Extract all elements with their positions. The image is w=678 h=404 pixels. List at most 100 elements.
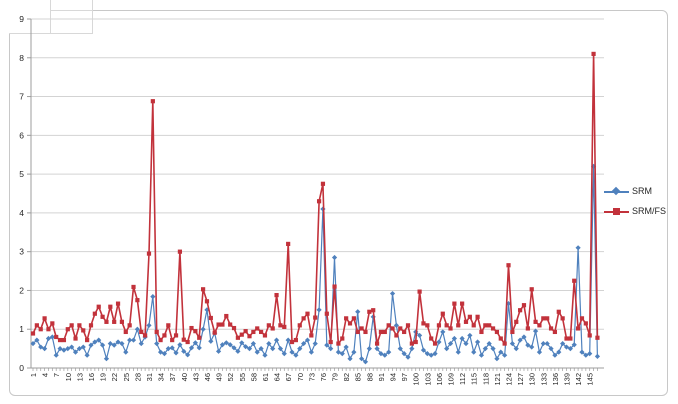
- legend-item-srm[interactable]: SRM: [604, 181, 666, 201]
- data-point-marker: [428, 352, 434, 358]
- data-point-marker: [216, 322, 221, 327]
- data-point-marker: [486, 340, 492, 347]
- data-point-marker: [451, 335, 457, 342]
- data-point-marker: [138, 340, 144, 347]
- data-point-marker: [509, 340, 515, 347]
- data-point-marker: [467, 314, 472, 319]
- legend-label-srm: SRM: [632, 186, 652, 196]
- data-point-marker: [305, 311, 310, 316]
- data-point-marker: [506, 263, 511, 268]
- data-point-marker: [38, 327, 43, 332]
- data-point-marker: [540, 340, 546, 347]
- data-point-marker: [556, 309, 561, 314]
- data-point-marker: [313, 315, 318, 320]
- data-point-marker: [328, 339, 333, 345]
- data-point-marker: [235, 335, 240, 340]
- data-point-marker: [107, 340, 113, 347]
- data-point-marker: [560, 340, 566, 347]
- data-point-marker: [127, 323, 132, 328]
- data-point-marker: [471, 323, 476, 328]
- svg-text:22: 22: [110, 373, 119, 381]
- data-point-marker: [579, 349, 585, 355]
- data-point-marker: [273, 337, 280, 343]
- data-point-marker: [204, 299, 210, 304]
- data-point-marker: [246, 346, 253, 352]
- data-point-marker: [134, 326, 140, 332]
- data-point-marker: [344, 316, 349, 321]
- data-point-marker: [332, 284, 337, 289]
- svg-text:76: 76: [319, 373, 328, 381]
- data-point-marker: [277, 346, 284, 352]
- data-point-marker: [135, 298, 140, 303]
- data-point-marker: [119, 319, 125, 324]
- svg-text:73: 73: [307, 373, 316, 381]
- data-point-marker: [563, 344, 570, 350]
- data-point-marker: [262, 352, 268, 358]
- data-point-marker: [197, 335, 202, 340]
- data-point-marker: [331, 254, 338, 261]
- data-point-marker: [463, 340, 469, 347]
- data-point-marker: [355, 329, 360, 335]
- data-point-marker: [208, 315, 213, 321]
- data-point-marker: [541, 316, 546, 321]
- data-point-marker: [49, 334, 55, 340]
- data-point-marker: [393, 322, 400, 328]
- svg-text:112: 112: [458, 373, 467, 385]
- data-point-marker: [401, 351, 407, 357]
- data-point-marker: [254, 349, 260, 355]
- svg-text:145: 145: [586, 373, 595, 386]
- data-point-marker: [521, 334, 527, 340]
- data-point-marker: [85, 337, 90, 343]
- data-point-marker: [571, 342, 577, 348]
- svg-text:58: 58: [249, 373, 258, 381]
- data-point-marker: [478, 352, 485, 358]
- data-point-marker: [397, 346, 403, 352]
- svg-text:121: 121: [493, 373, 502, 386]
- legend-item-srm-fs[interactable]: SRM/FS: [604, 201, 666, 221]
- data-point-marker: [243, 329, 248, 334]
- data-point-marker: [490, 346, 496, 352]
- data-point-marker: [266, 323, 271, 328]
- data-point-marker: [278, 323, 283, 328]
- data-point-marker: [545, 316, 550, 321]
- svg-text:61: 61: [261, 373, 270, 381]
- data-point-marker: [212, 330, 217, 335]
- data-point-marker: [166, 323, 171, 328]
- data-point-marker: [297, 346, 303, 352]
- data-point-marker: [537, 323, 542, 328]
- data-point-marker: [421, 321, 426, 326]
- data-point-marker: [301, 316, 306, 321]
- data-point-marker: [583, 352, 589, 358]
- data-point-marker: [161, 351, 168, 357]
- data-point-marker: [112, 319, 117, 324]
- data-point-marker: [405, 354, 411, 360]
- data-point-marker: [339, 351, 345, 357]
- data-point-marker: [73, 336, 78, 341]
- data-point-marker: [424, 351, 430, 357]
- chart-area[interactable]: [9, 10, 668, 396]
- data-point-marker: [351, 316, 356, 321]
- svg-text:130: 130: [528, 373, 537, 386]
- data-point-marker: [103, 356, 110, 362]
- data-point-marker: [285, 337, 291, 343]
- series-srm: [30, 163, 601, 365]
- data-point-marker: [351, 349, 357, 355]
- data-point-marker: [231, 345, 237, 351]
- data-point-marker: [251, 329, 256, 335]
- data-point-marker: [483, 323, 488, 328]
- data-point-marker: [99, 342, 106, 348]
- data-point-marker: [169, 345, 175, 351]
- data-point-marker: [463, 319, 469, 324]
- data-point-marker: [139, 329, 144, 335]
- data-point-marker: [304, 337, 311, 343]
- data-point-marker: [514, 319, 519, 324]
- svg-text:118: 118: [481, 373, 490, 385]
- data-point-marker: [420, 347, 427, 353]
- data-point-marker: [471, 349, 477, 355]
- data-point-marker: [366, 346, 372, 352]
- data-point-marker: [108, 304, 113, 309]
- data-point-marker: [374, 341, 380, 346]
- svg-text:139: 139: [563, 373, 572, 386]
- data-point-marker: [324, 311, 329, 316]
- data-point-marker: [96, 337, 102, 343]
